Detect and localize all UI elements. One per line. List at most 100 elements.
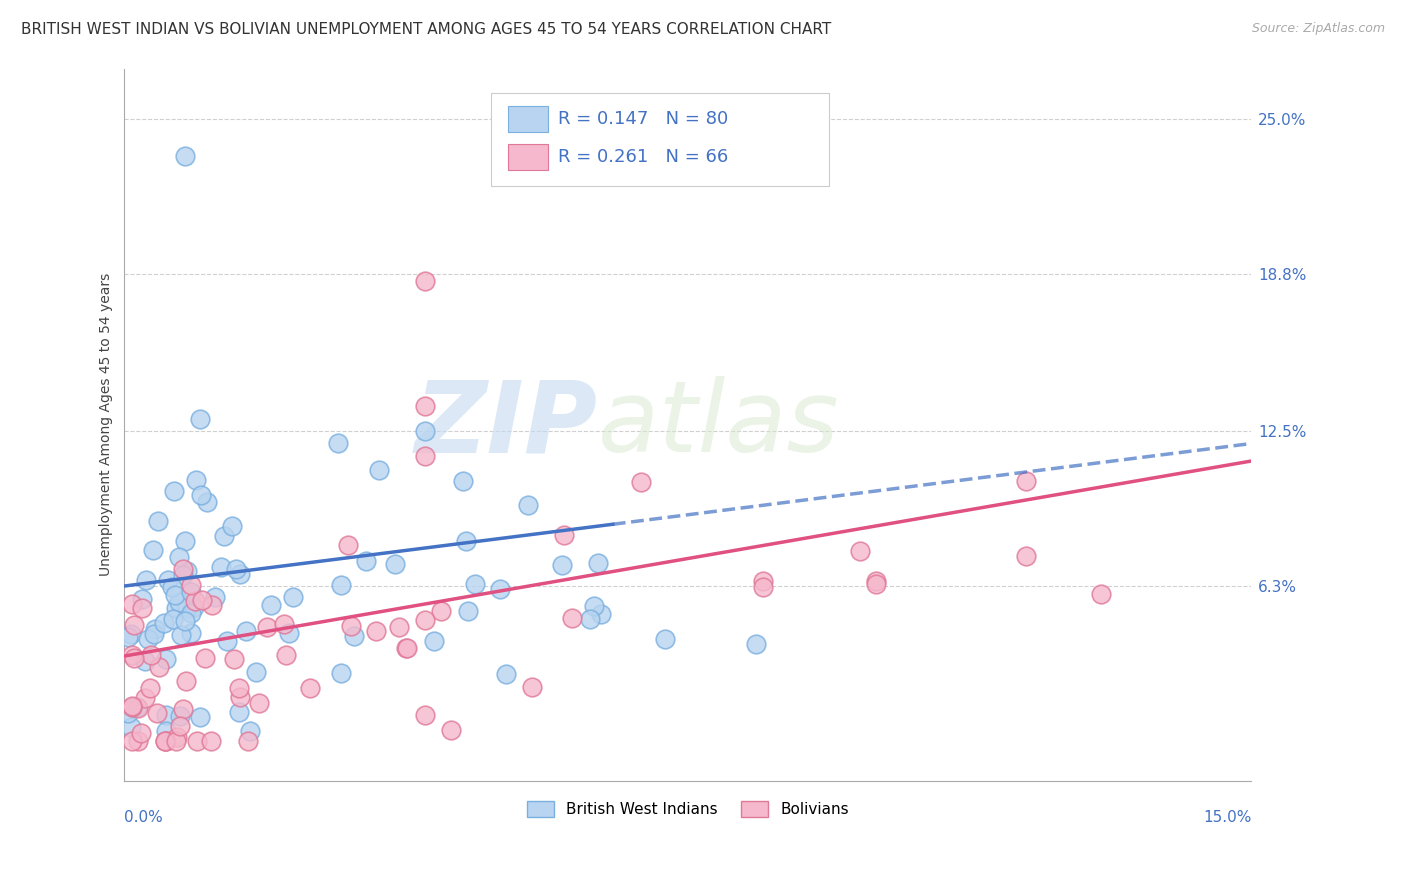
Point bbox=[139, 648, 162, 663]
Point bbox=[752, 574, 775, 588]
Point bbox=[1090, 587, 1112, 601]
Point bbox=[865, 574, 887, 588]
Point bbox=[180, 625, 202, 640]
Point bbox=[152, 616, 174, 631]
Point bbox=[561, 610, 583, 624]
Point bbox=[247, 697, 270, 711]
Point bbox=[395, 641, 418, 656]
Point bbox=[194, 651, 217, 665]
Point bbox=[423, 633, 446, 648]
Point bbox=[256, 620, 278, 634]
Point bbox=[172, 562, 194, 576]
Point bbox=[489, 582, 512, 596]
Text: ZIP: ZIP bbox=[415, 376, 598, 474]
Point bbox=[127, 700, 149, 714]
Point bbox=[387, 620, 409, 634]
Point bbox=[440, 723, 463, 738]
Point bbox=[156, 573, 179, 587]
Text: BRITISH WEST INDIAN VS BOLIVIAN UNEMPLOYMENT AMONG AGES 45 TO 54 YEARS CORRELATI: BRITISH WEST INDIAN VS BOLIVIAN UNEMPLOY… bbox=[21, 22, 831, 37]
Point bbox=[131, 591, 153, 606]
Point bbox=[212, 529, 235, 543]
Point bbox=[169, 709, 191, 723]
Point bbox=[1015, 549, 1038, 563]
Point bbox=[451, 474, 474, 488]
Point bbox=[236, 734, 259, 748]
Point bbox=[173, 149, 195, 163]
Point bbox=[191, 593, 214, 607]
Point bbox=[586, 556, 609, 570]
Text: atlas: atlas bbox=[598, 376, 839, 474]
Point bbox=[413, 449, 436, 463]
Text: Source: ZipAtlas.com: Source: ZipAtlas.com bbox=[1251, 22, 1385, 36]
Point bbox=[183, 599, 205, 614]
Point bbox=[142, 627, 165, 641]
Point bbox=[457, 603, 479, 617]
Point bbox=[281, 590, 304, 604]
Point bbox=[162, 580, 184, 594]
Y-axis label: Unemployment Among Ages 45 to 54 years: Unemployment Among Ages 45 to 54 years bbox=[100, 273, 114, 576]
Point bbox=[209, 560, 232, 574]
Text: R = 0.147   N = 80: R = 0.147 N = 80 bbox=[558, 110, 728, 128]
Point bbox=[215, 633, 238, 648]
Point bbox=[134, 655, 156, 669]
Point bbox=[136, 632, 159, 646]
Point bbox=[169, 719, 191, 733]
Point bbox=[143, 622, 166, 636]
Point bbox=[495, 667, 517, 681]
Point bbox=[122, 618, 145, 632]
Point bbox=[186, 473, 208, 487]
Point bbox=[368, 463, 391, 477]
Text: 0.0%: 0.0% bbox=[125, 810, 163, 824]
Point bbox=[744, 636, 766, 650]
Point bbox=[413, 613, 436, 627]
Point bbox=[517, 499, 540, 513]
Point bbox=[122, 699, 145, 714]
Point bbox=[430, 604, 453, 618]
Point bbox=[129, 726, 152, 740]
Point bbox=[195, 494, 218, 508]
Point bbox=[239, 724, 262, 739]
Point bbox=[190, 488, 212, 502]
Point bbox=[364, 624, 387, 639]
Point bbox=[138, 681, 160, 695]
Point bbox=[148, 660, 170, 674]
Point bbox=[186, 734, 208, 748]
Point bbox=[277, 625, 299, 640]
FancyBboxPatch shape bbox=[508, 106, 548, 132]
Point bbox=[172, 568, 194, 582]
Point bbox=[117, 630, 139, 644]
Point bbox=[180, 578, 202, 592]
Point bbox=[174, 534, 197, 549]
Point bbox=[228, 681, 250, 695]
Point bbox=[163, 483, 186, 498]
Point bbox=[384, 557, 406, 571]
Point bbox=[298, 681, 321, 695]
Point bbox=[413, 399, 436, 413]
Point bbox=[630, 475, 652, 489]
Point bbox=[170, 628, 193, 642]
Point bbox=[121, 648, 143, 662]
Point bbox=[134, 691, 156, 706]
Point bbox=[200, 734, 222, 748]
Point bbox=[413, 274, 436, 288]
Point bbox=[395, 640, 418, 655]
Point bbox=[225, 561, 247, 575]
Point bbox=[235, 624, 257, 638]
FancyBboxPatch shape bbox=[491, 94, 828, 186]
Point bbox=[153, 734, 176, 748]
Point bbox=[204, 590, 226, 604]
Point bbox=[589, 607, 612, 621]
Point bbox=[180, 607, 202, 621]
Point bbox=[167, 549, 190, 564]
Point bbox=[148, 515, 170, 529]
Point bbox=[120, 627, 142, 641]
Point bbox=[155, 734, 177, 748]
Point bbox=[167, 595, 190, 609]
Point bbox=[155, 707, 177, 722]
Point bbox=[166, 730, 188, 744]
Point bbox=[188, 411, 211, 425]
Point bbox=[155, 734, 177, 748]
Point bbox=[228, 705, 250, 719]
Legend: British West Indians, Bolivians: British West Indians, Bolivians bbox=[520, 795, 855, 823]
Text: 15.0%: 15.0% bbox=[1204, 810, 1251, 824]
